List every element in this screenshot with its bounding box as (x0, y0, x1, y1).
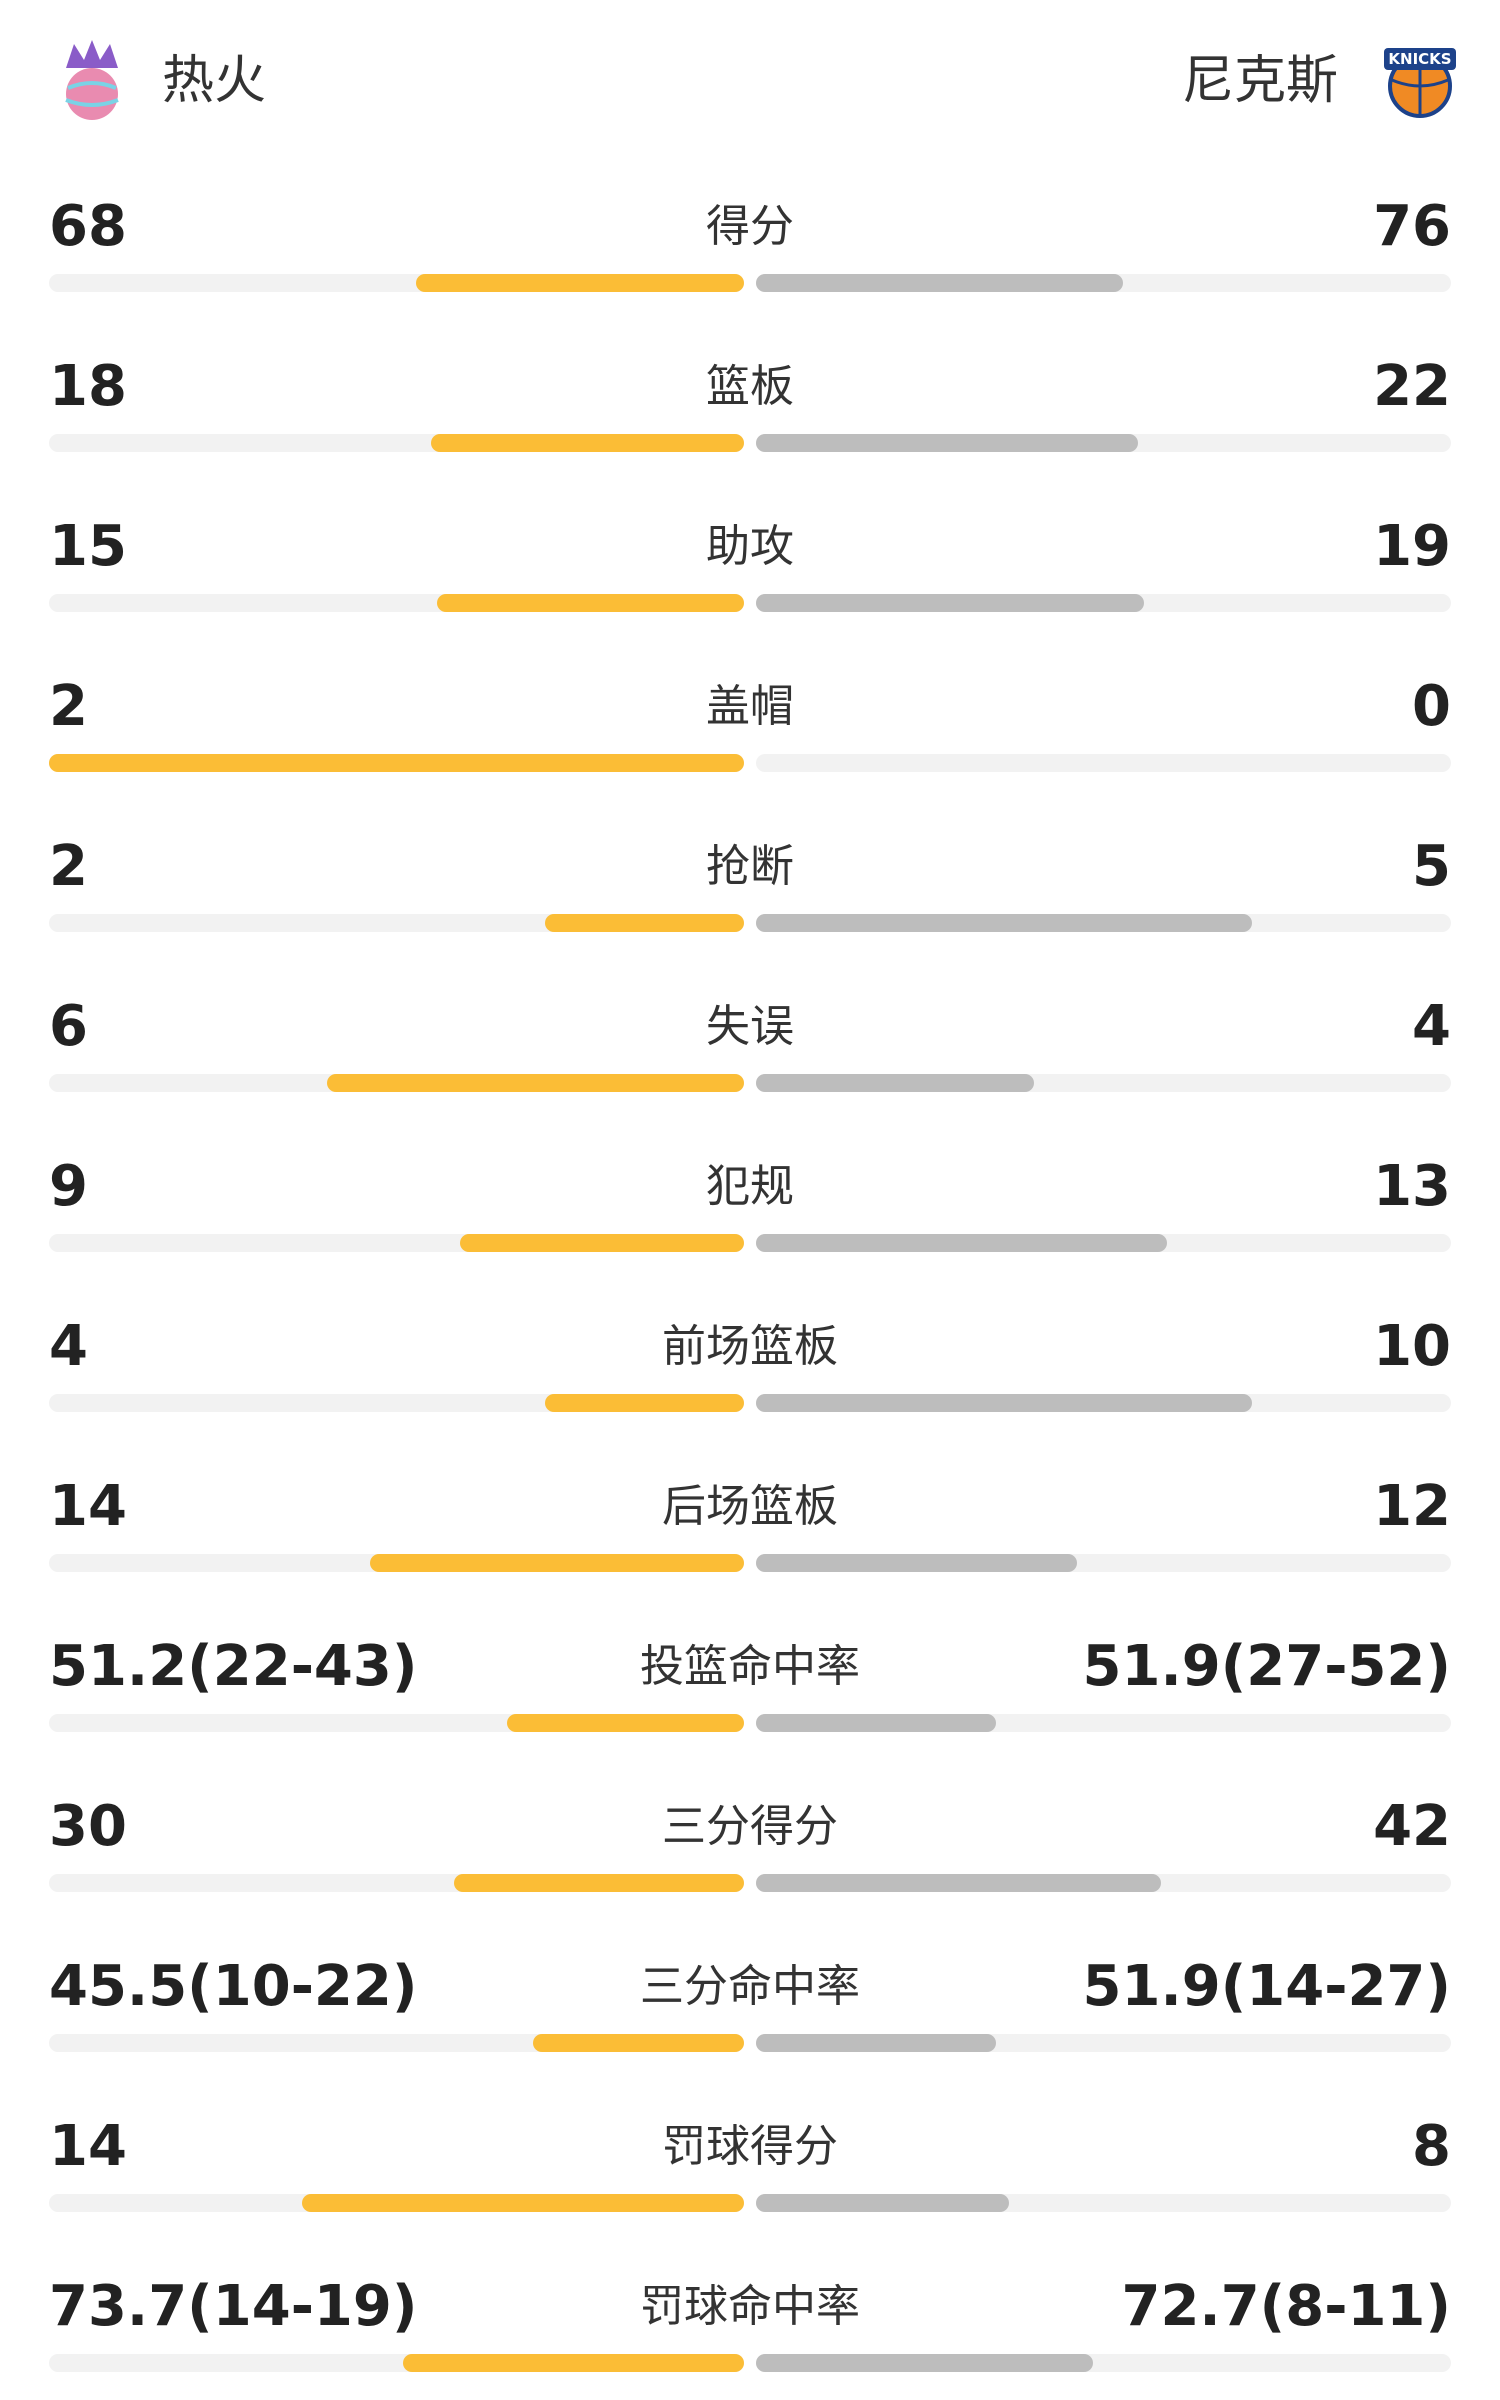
right-value: 51.9(27-52) (1082, 1634, 1451, 1699)
right-value: 42 (1373, 1794, 1451, 1859)
left-bar (327, 1074, 744, 1092)
stat-label: 失误 (706, 1001, 794, 1052)
left-value: 15 (49, 514, 127, 579)
left-bar (459, 1234, 744, 1252)
right-bar (756, 274, 1123, 292)
right-value: 5 (1412, 834, 1451, 899)
right-value: 19 (1373, 514, 1451, 579)
left-value: 18 (49, 354, 127, 419)
right-value: 8 (1412, 2114, 1451, 2179)
left-bar (437, 594, 744, 612)
left-bar (545, 914, 744, 932)
right-bar (756, 1234, 1167, 1252)
right-bar (756, 2194, 1009, 2212)
logo-text: KNICKS (1388, 50, 1451, 68)
left-value: 73.7(14-19) (49, 2274, 418, 2339)
left-bar (369, 1554, 744, 1572)
right-value: 76 (1373, 194, 1451, 259)
right-logo: KNICKS (1384, 48, 1456, 118)
left-value: 51.2(22-43) (49, 1634, 418, 1699)
left-value: 14 (49, 1474, 127, 1539)
left-value: 68 (49, 194, 127, 259)
left-value: 2 (49, 674, 88, 739)
left-bar (49, 754, 744, 772)
right-bar (756, 1874, 1162, 1892)
right-value: 51.9(14-27) (1082, 1954, 1451, 2019)
stat-label: 罚球得分 (662, 2121, 838, 2172)
stat-label: 抢断 (706, 841, 794, 892)
right-bar (756, 1714, 997, 1732)
stat-label: 投篮命中率 (640, 1641, 860, 1692)
left-value: 2 (49, 834, 88, 899)
left-bar (533, 2034, 744, 2052)
stat-label: 盖帽 (706, 681, 794, 732)
right-bar (756, 434, 1139, 452)
right-value: 4 (1412, 994, 1451, 1059)
stat-label: 犯规 (706, 1161, 794, 1212)
left-value: 14 (49, 2114, 127, 2179)
right-value: 72.7(8-11) (1121, 2274, 1452, 2339)
stat-label: 罚球命中率 (640, 2281, 860, 2332)
left-value: 6 (49, 994, 88, 1059)
stat-label: 助攻 (706, 521, 794, 572)
right-bar (756, 1074, 1034, 1092)
right-value: 13 (1373, 1154, 1451, 1219)
left-value: 9 (49, 1154, 88, 1219)
left-team: 热火 (162, 51, 267, 111)
left-value: 4 (49, 1314, 88, 1379)
right-bar (756, 2354, 1093, 2372)
stat-label: 得分 (706, 201, 794, 252)
right-value: 10 (1373, 1314, 1451, 1379)
left-logo (65, 40, 119, 120)
left-bar (454, 1874, 744, 1892)
stat-label: 三分命中率 (640, 1961, 860, 2012)
right-bar (756, 1394, 1253, 1412)
stat-label: 三分得分 (662, 1801, 838, 1852)
left-bar (402, 2354, 744, 2372)
left-value: 30 (49, 1794, 127, 1859)
stat-label: 篮板 (706, 361, 794, 412)
right-bar (756, 2034, 997, 2052)
left-bar (545, 1394, 744, 1412)
left-bar (415, 274, 744, 292)
right-bar (756, 1554, 1077, 1572)
stat-label: 后场篮板 (662, 1481, 838, 1532)
right-bar (756, 914, 1253, 932)
right-value: 0 (1412, 674, 1451, 739)
left-value: 45.5(10-22) (49, 1954, 418, 2019)
right-bar (756, 594, 1145, 612)
stat-label: 前场篮板 (662, 1321, 838, 1372)
right-value: 22 (1373, 354, 1451, 419)
left-bar (301, 2194, 744, 2212)
right-team: 尼克斯 (1181, 51, 1338, 111)
left-bar (506, 1714, 744, 1732)
bar-track (756, 754, 1451, 772)
left-bar (431, 434, 744, 452)
right-value: 12 (1373, 1474, 1451, 1539)
